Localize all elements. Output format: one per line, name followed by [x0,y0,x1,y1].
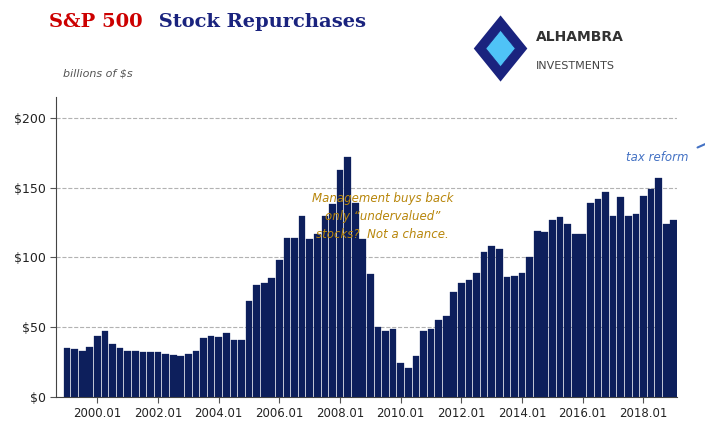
Bar [246,301,252,397]
Bar [678,218,685,397]
Bar [450,292,457,397]
Bar [344,157,351,397]
Bar [162,354,169,397]
Bar [625,216,632,397]
Bar [428,329,434,397]
Bar [307,239,313,397]
Bar [398,363,404,397]
Bar [527,258,533,397]
Bar [360,239,366,397]
Bar [382,331,389,397]
Bar [71,349,78,397]
Bar [549,220,556,397]
Bar [412,356,419,397]
Bar [572,234,579,397]
Bar [557,217,563,397]
Bar [132,351,139,397]
Bar [541,232,548,397]
Bar [587,203,594,397]
Bar [663,224,670,397]
Text: S&P 500: S&P 500 [49,13,143,31]
Bar [648,189,654,397]
Bar [63,348,70,397]
Bar [602,192,609,397]
Bar [670,220,677,397]
Bar [185,354,192,397]
Text: Stock Repurchases: Stock Repurchases [152,13,366,31]
Bar [154,352,161,397]
Bar [519,273,525,397]
Bar [109,344,116,397]
Bar [496,249,503,397]
Bar [473,273,480,397]
Text: tax reform: tax reform [627,151,689,164]
Bar [374,327,381,397]
Bar [420,331,427,397]
Bar [178,356,184,397]
Bar [443,316,450,397]
Bar [238,340,245,397]
Bar [632,214,639,397]
Bar [299,216,305,397]
Bar [147,352,154,397]
Bar [618,198,624,397]
Bar [291,238,298,397]
Bar [564,224,571,397]
Bar [337,169,343,397]
Bar [314,234,321,397]
Bar [87,347,93,397]
Bar [503,277,510,397]
Text: Management buys back
only “undervalued”
stocks?  Not a chance.: Management buys back only “undervalued” … [312,192,453,241]
Bar [276,260,283,397]
Bar [269,278,275,397]
Bar [192,351,200,397]
Bar [610,216,616,397]
Bar [140,352,146,397]
Bar [215,337,222,397]
Bar [594,199,601,397]
Bar [390,329,396,397]
Bar [94,336,101,397]
Bar [329,205,336,397]
Bar [693,231,700,397]
Bar [352,203,359,397]
Bar [465,280,472,397]
Text: ALHAMBRA: ALHAMBRA [536,30,624,44]
Bar [200,338,207,397]
Bar [367,274,374,397]
Bar [102,331,109,397]
Bar [283,238,290,397]
Bar [701,234,705,397]
Bar [511,276,518,397]
Bar [481,252,487,397]
Bar [208,336,214,397]
Bar [261,283,268,397]
Bar [489,246,495,397]
Bar [117,348,123,397]
Text: INVESTMENTS: INVESTMENTS [536,61,615,71]
Bar [685,225,692,397]
Bar [253,285,260,397]
Bar [79,351,85,397]
Bar [223,333,230,397]
Bar [640,196,646,397]
Bar [321,216,329,397]
Bar [534,231,541,397]
Bar [170,355,176,397]
Bar [580,234,586,397]
Bar [458,283,465,397]
Bar [435,320,442,397]
Bar [405,368,412,397]
Bar [124,351,131,397]
Bar [655,178,662,397]
Bar [231,340,237,397]
Text: billions of $s: billions of $s [63,68,133,78]
